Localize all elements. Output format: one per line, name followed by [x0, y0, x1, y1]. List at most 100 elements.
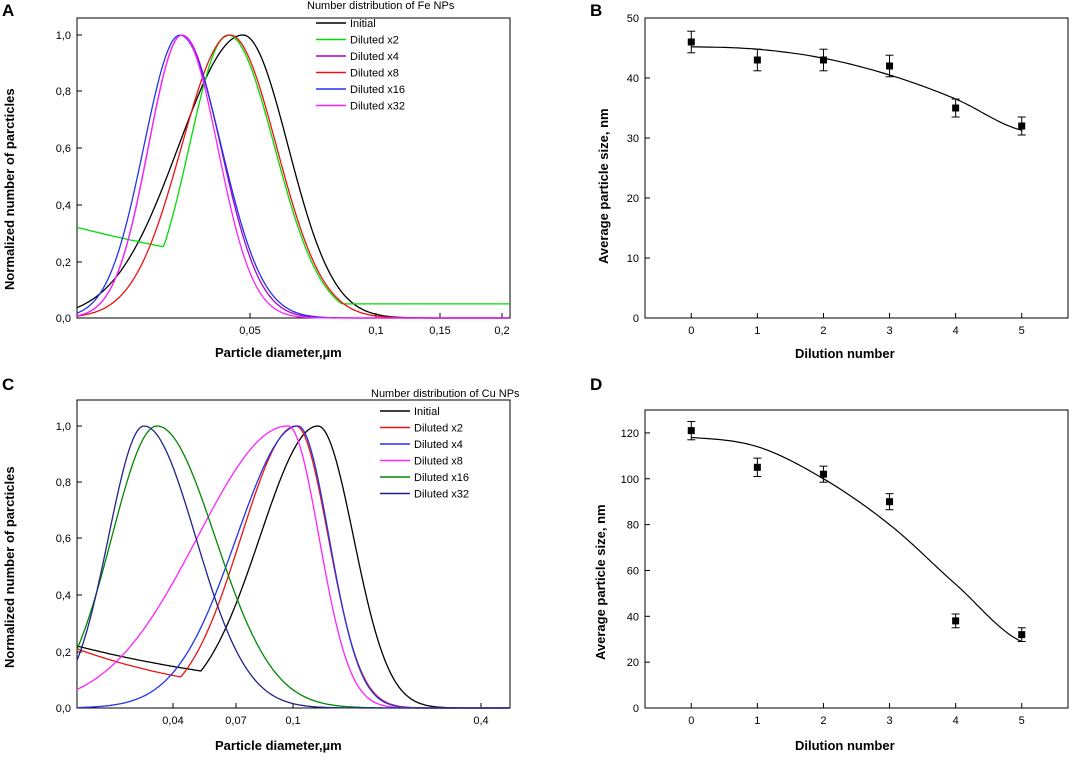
x-tick-label-d: 4 — [953, 715, 959, 727]
y-tick-label-b: 10 — [627, 253, 639, 265]
series-line-c — [76, 425, 509, 709]
x-tick-label-b: 5 — [1019, 325, 1025, 337]
x-tick-label-b: 3 — [886, 325, 892, 337]
y-tick-label-b: 30 — [627, 133, 639, 145]
series-line-c — [76, 425, 509, 709]
legend-title-a: Number distribution of Fe NPs — [307, 0, 455, 12]
legend-label-c: Diluted x16 — [414, 472, 469, 484]
y-axis-title-c: Normalized number of parcticles — [2, 466, 17, 668]
x-tick-label-b: 2 — [820, 325, 826, 337]
y-axis-a: 0,0 0,2 0,4 0,6 0,8 1,0 — [56, 30, 82, 325]
x-tick-label-b: 1 — [754, 325, 760, 337]
y-tick-label-c: 0,0 — [56, 703, 71, 715]
y-tick-label-a: 0,0 — [56, 313, 71, 325]
data-point-b — [819, 56, 827, 64]
x-axis-title-b: Dilution number — [795, 346, 895, 361]
panel-b: B 0 10 20 30 40 50 0 1 2 3 4 5 Dilution number Ave… — [590, 1, 1069, 361]
y-tick-label-b: 20 — [627, 193, 639, 205]
series-line-c — [76, 425, 509, 709]
legend-label-a: Diluted x16 — [350, 84, 405, 96]
legend-label-a: Diluted x2 — [350, 35, 399, 47]
y-axis-d: 0 20 40 60 80 100 120 — [621, 428, 650, 715]
plot-area-b — [687, 30, 1026, 136]
fit-curve-d — [691, 436, 1022, 643]
legend-title-c: Number distribution of Cu NPs — [371, 388, 520, 400]
curves-a — [76, 34, 509, 319]
legend-label-c: Diluted x2 — [414, 423, 463, 435]
series-line-a — [76, 34, 509, 305]
x-tick-label-c: 0,1 — [285, 715, 300, 727]
panel-d: D 0 20 40 60 80 100 120 0 1 2 3 4 5 Dilution number… — [590, 375, 1069, 753]
y-tick-label-d: 80 — [627, 520, 639, 532]
curves-c — [76, 425, 509, 709]
legend-a: Initial Diluted x2 Diluted x4 Diluted x8 Dil… — [316, 18, 405, 113]
series-line-a — [76, 34, 509, 319]
data-point-b — [687, 38, 695, 46]
y-tick-label-a: 0,4 — [56, 200, 71, 212]
series-line-c — [76, 425, 509, 709]
x-tick-label-b: 0 — [688, 325, 694, 337]
y-tick-label-d: 20 — [627, 657, 639, 669]
legend-label-c: Diluted x32 — [414, 489, 469, 501]
y-tick-label-c: 0,2 — [56, 647, 71, 659]
legend-label-a: Initial — [350, 18, 376, 30]
data-point-d — [886, 498, 894, 506]
legend-label-c: Diluted x4 — [414, 439, 463, 451]
series-line-a — [76, 34, 509, 319]
x-axis-title-a: Particle diameter,µm — [215, 345, 342, 360]
x-tick-label-d: 5 — [1019, 715, 1025, 727]
panel-a: A 0,0 0,2 0,4 0,6 0,8 1,0 0,05 0,1 0,15 0,2 Part… — [2, 0, 511, 360]
data-point-d — [753, 463, 761, 471]
x-axis-d: 0 1 2 3 4 5 — [688, 703, 1025, 727]
series-line-c — [76, 425, 509, 709]
x-tick-label-d: 0 — [688, 715, 694, 727]
y-tick-label-d: 60 — [627, 565, 639, 577]
y-axis-title-d: Average particle size, nm — [593, 504, 608, 660]
x-tick-label-d: 3 — [886, 715, 892, 727]
data-point-b — [952, 104, 960, 112]
y-tick-label-a: 0,2 — [56, 257, 71, 269]
y-tick-label-d: 100 — [621, 474, 639, 486]
series-line-c — [76, 425, 509, 709]
y-axis-title-b: Average particle size, nm — [596, 108, 611, 264]
x-tick-label-d: 2 — [820, 715, 826, 727]
data-point-d — [687, 427, 695, 435]
x-tick-label-a: 0,1 — [368, 325, 383, 337]
panel-letter-a: A — [2, 1, 14, 20]
data-point-b — [1018, 122, 1026, 130]
panel-letter-b: B — [590, 1, 602, 20]
fit-curve-b — [691, 46, 1022, 131]
legend-label-c: Diluted x8 — [414, 456, 463, 468]
data-point-d — [819, 470, 827, 478]
x-tick-label-d: 1 — [754, 715, 760, 727]
y-axis-b: 0 10 20 30 40 50 — [627, 13, 650, 325]
series-line-a — [76, 34, 509, 319]
plot-frame-a — [76, 17, 511, 319]
plot-frame-d — [644, 409, 1069, 709]
x-axis-title-c: Particle diameter,µm — [215, 738, 342, 753]
data-point-d — [952, 617, 960, 625]
data-point-d — [1018, 631, 1026, 639]
y-tick-label-c: 0,4 — [56, 590, 71, 602]
x-tick-label-b: 4 — [953, 325, 959, 337]
y-tick-label-b: 40 — [627, 73, 639, 85]
panel-letter-d: D — [590, 375, 602, 394]
plot-frame-b — [644, 17, 1069, 319]
plot-area-d — [687, 420, 1026, 643]
x-axis-b: 0 1 2 3 4 5 — [688, 313, 1025, 337]
legend-c: Initial Diluted x2 Diluted x4 Diluted x8 Dil… — [380, 406, 469, 501]
legend-label-a: Diluted x8 — [350, 68, 399, 80]
x-tick-label-a: 0,05 — [239, 325, 260, 337]
y-axis-title-a: Normalized number of parcticles — [2, 88, 17, 290]
series-line-a — [76, 34, 509, 319]
x-axis-a: 0,05 0,1 0,15 0,2 — [239, 313, 510, 337]
x-tick-label-c: 0,04 — [162, 715, 183, 727]
y-axis-c: 0,0 0,2 0,4 0,6 0,8 1,0 — [56, 421, 82, 715]
series-line-a — [76, 34, 509, 319]
x-tick-label-a: 0,2 — [494, 325, 509, 337]
x-axis-c: 0,04 0,07 0,1 0,4 — [162, 703, 489, 727]
data-point-b — [886, 62, 894, 70]
x-tick-label-c: 0,07 — [225, 715, 246, 727]
y-tick-label-d: 40 — [627, 611, 639, 623]
